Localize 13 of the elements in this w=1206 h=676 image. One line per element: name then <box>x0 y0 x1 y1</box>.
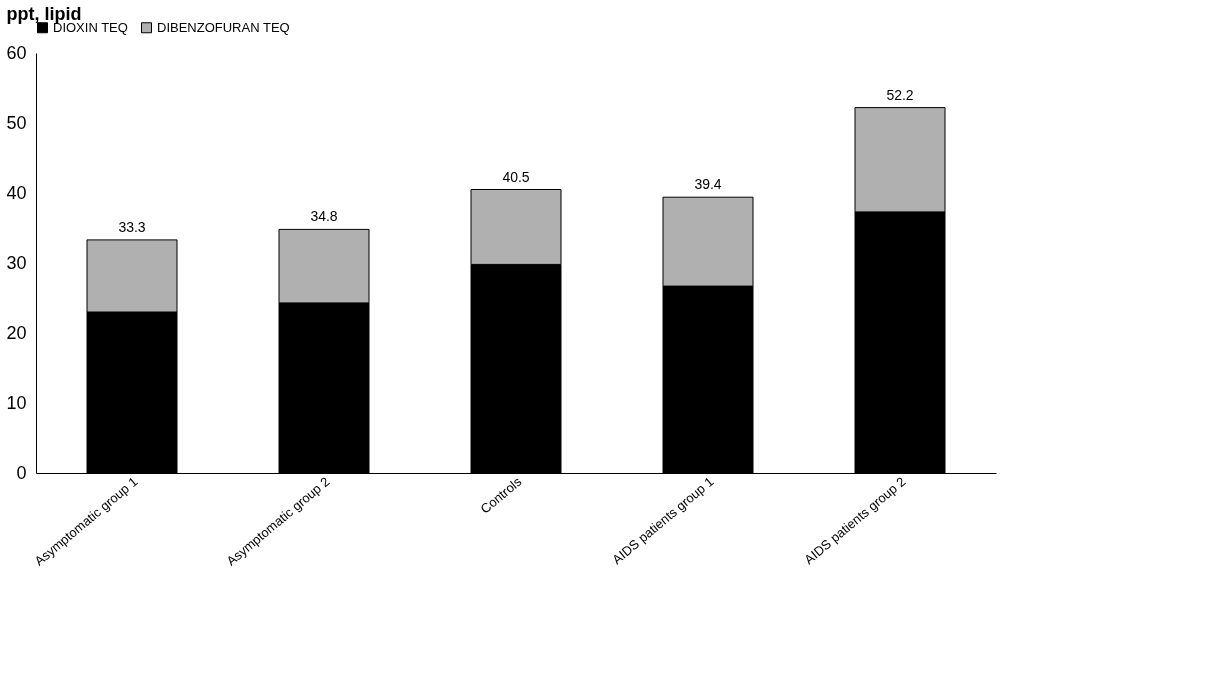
y-tick-label: 50 <box>6 112 27 133</box>
total-label: 52.2 <box>886 86 914 103</box>
y-tick-label: 40 <box>6 182 27 203</box>
y-tick-label: 0 <box>16 462 27 483</box>
y-tick-label: 30 <box>6 252 27 273</box>
total-label: 40.5 <box>502 168 530 185</box>
total-label: 33.3 <box>118 218 146 235</box>
legend-label: DIBENZOFURAN TEQ <box>157 19 290 35</box>
total-label: 39.4 <box>694 176 722 193</box>
y-tick-label: 60 <box>6 42 27 63</box>
y-tick-label: 20 <box>6 322 27 343</box>
y-tick-label: 10 <box>6 392 27 413</box>
total-label: 34.8 <box>310 208 338 225</box>
